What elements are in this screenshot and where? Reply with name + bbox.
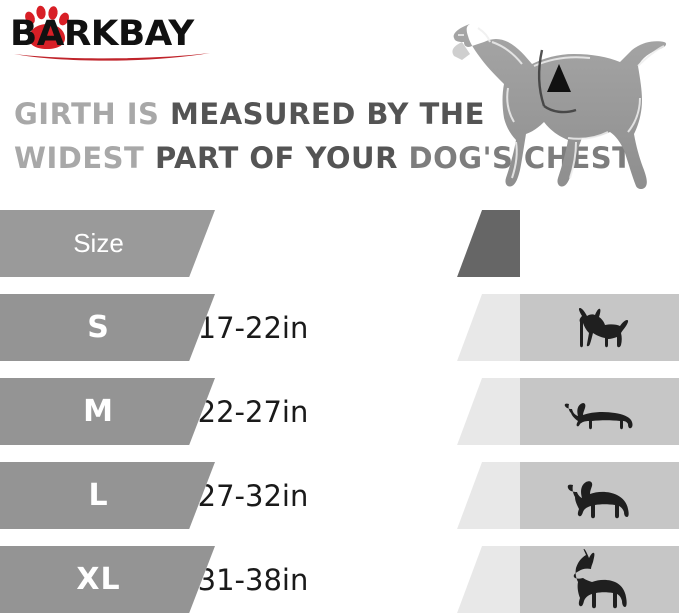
row-cell-size: XL — [0, 546, 215, 613]
row-size-label: XL — [76, 562, 121, 597]
table-row[interactable]: L 27-32in — [0, 462, 679, 529]
paw-print-icon — [25, 5, 69, 49]
header-size-label: Size — [73, 228, 124, 258]
headline-seg-measured-by-the: MEASURED BY THE — [170, 97, 485, 131]
headline-seg-part-of-your: PART OF YOUR — [154, 141, 409, 175]
row-dog-wrap — [520, 378, 679, 445]
row-cell-size: M — [0, 378, 215, 445]
row-girth-label: 22-27in — [197, 394, 309, 429]
row-cell-size: S — [0, 294, 215, 361]
row-size-label: M — [83, 394, 114, 429]
headline-seg-girth-is: GIRTH IS — [14, 97, 171, 131]
row-dog-wrap — [520, 294, 679, 361]
row-dog-wrap — [520, 462, 679, 529]
mastiff-silhouette-icon — [567, 480, 629, 518]
up-arrow-triangle-icon — [547, 64, 571, 92]
brand-wordmark: BARKBAY — [10, 14, 194, 54]
row-size-label: L — [88, 478, 109, 513]
headline-seg-widest: WIDEST — [14, 141, 155, 175]
header-girth-line-1: Chest Girth — [199, 216, 311, 242]
row-girth-label: 31-38in — [197, 562, 309, 597]
row-dog-wrap — [520, 546, 679, 613]
row-girth-text-wrap: 22-27in — [189, 378, 520, 445]
hero-dog-illustration — [452, 24, 667, 189]
brand-logo: BARKBAY — [6, 4, 236, 66]
header-girth-label: Chest Girth (Min-Max) INCH — [175, 216, 335, 272]
table-row[interactable]: XL 31-38in — [0, 546, 679, 613]
row-cell-size: L — [0, 462, 215, 529]
table-header-row: Size Chest Girth (Min-Max) INCH — [0, 210, 679, 277]
header-girth-text-wrap: Chest Girth (Min-Max) INCH — [175, 210, 520, 277]
row-girth-label: 27-32in — [197, 478, 309, 513]
table-row[interactable]: M 22-27in — [0, 378, 679, 445]
row-girth-text-wrap: 17-22in — [189, 294, 520, 361]
dog-body-shape — [452, 24, 667, 189]
header-cell-size: Size — [0, 210, 215, 277]
brand-swoosh — [14, 53, 210, 61]
row-girth-text-wrap: 31-38in — [189, 546, 520, 613]
great-dane-silhouette-icon — [573, 548, 627, 608]
size-chart-table: Size Chest Girth (Min-Max) INCH S 17-22i… — [0, 210, 679, 613]
row-size-label: S — [87, 310, 110, 345]
chihuahua-silhouette-icon — [578, 307, 628, 347]
row-girth-text-wrap: 27-32in — [189, 462, 520, 529]
header-girth-line-2: (Min-Max) INCH — [175, 244, 335, 270]
headline-line-1: GIRTH IS MEASURED BY THE — [14, 92, 484, 136]
row-girth-label: 17-22in — [197, 310, 309, 345]
table-row[interactable]: S 17-22in — [0, 294, 679, 361]
dachshund-silhouette-icon — [564, 402, 632, 429]
